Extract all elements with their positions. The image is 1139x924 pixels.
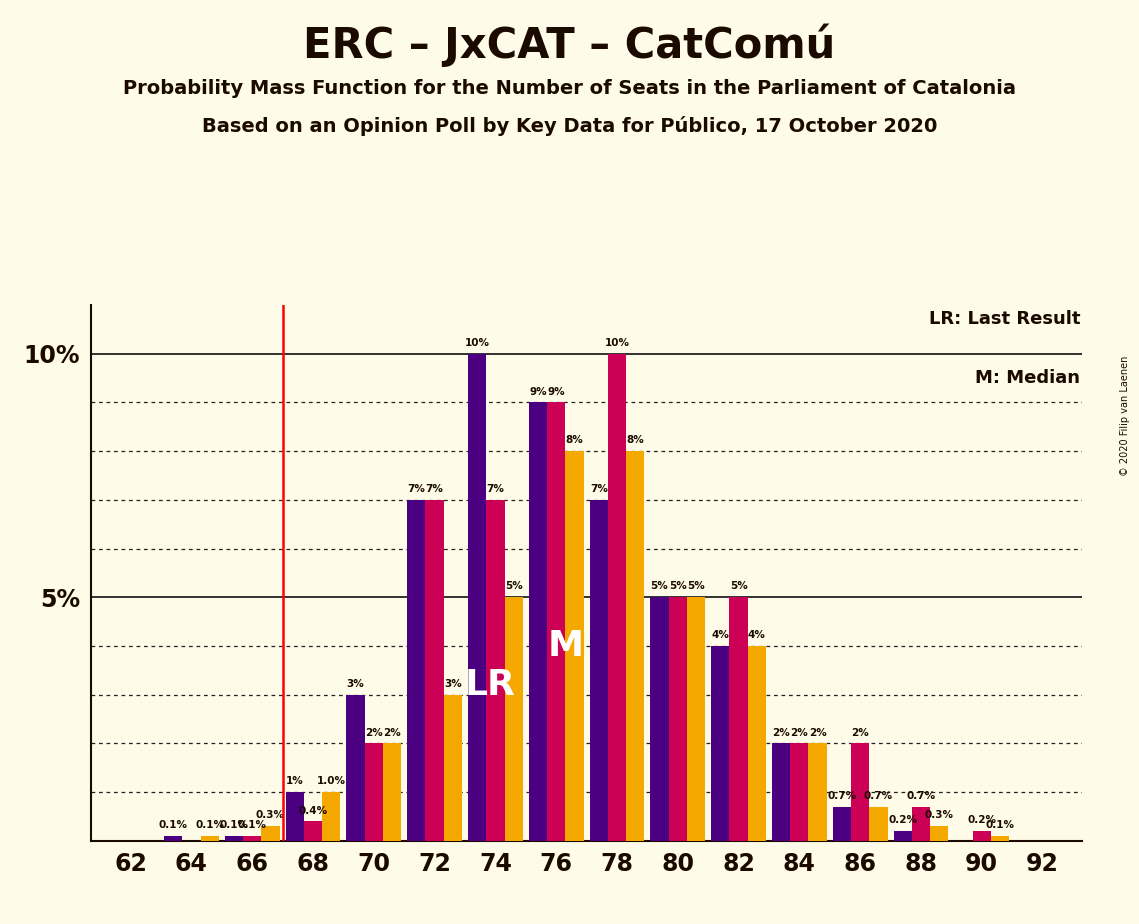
Text: 4%: 4%: [712, 630, 729, 640]
Bar: [565, 451, 583, 841]
Text: 2%: 2%: [790, 727, 809, 737]
Text: Probability Mass Function for the Number of Seats in the Parliament of Catalonia: Probability Mass Function for the Number…: [123, 79, 1016, 98]
Bar: [261, 826, 279, 841]
Text: 0.2%: 0.2%: [967, 815, 997, 825]
Bar: [626, 451, 645, 841]
Text: 3%: 3%: [346, 679, 364, 688]
Text: Based on an Opinion Poll by Key Data for Público, 17 October 2020: Based on an Opinion Poll by Key Data for…: [202, 116, 937, 136]
Bar: [809, 744, 827, 841]
Text: 5%: 5%: [650, 581, 669, 591]
Bar: [468, 354, 486, 841]
Text: 0.7%: 0.7%: [827, 791, 857, 801]
Text: 0.1%: 0.1%: [220, 821, 248, 830]
Bar: [505, 597, 523, 841]
Bar: [322, 792, 341, 841]
Text: 2%: 2%: [851, 727, 869, 737]
Bar: [286, 792, 304, 841]
Text: 0.4%: 0.4%: [298, 806, 328, 816]
Bar: [444, 695, 462, 841]
Bar: [590, 500, 608, 841]
Bar: [224, 836, 243, 841]
Bar: [851, 744, 869, 841]
Bar: [243, 836, 261, 841]
Bar: [200, 836, 219, 841]
Bar: [608, 354, 626, 841]
Text: 7%: 7%: [486, 484, 505, 494]
Bar: [894, 831, 912, 841]
Bar: [528, 402, 547, 841]
Text: 5%: 5%: [687, 581, 705, 591]
Text: 0.2%: 0.2%: [888, 815, 917, 825]
Bar: [973, 831, 991, 841]
Text: 7%: 7%: [590, 484, 608, 494]
Text: © 2020 Filip van Laenen: © 2020 Filip van Laenen: [1121, 356, 1130, 476]
Text: 1.0%: 1.0%: [317, 776, 346, 786]
Text: 5%: 5%: [669, 581, 687, 591]
Text: M: Median: M: Median: [975, 370, 1080, 387]
Bar: [729, 597, 747, 841]
Bar: [383, 744, 401, 841]
Bar: [687, 597, 705, 841]
Text: 7%: 7%: [426, 484, 443, 494]
Text: 0.1%: 0.1%: [238, 821, 267, 830]
Text: 0.1%: 0.1%: [985, 821, 1015, 830]
Bar: [650, 597, 669, 841]
Text: 8%: 8%: [626, 435, 644, 445]
Text: 3%: 3%: [444, 679, 461, 688]
Bar: [547, 402, 565, 841]
Text: 0.1%: 0.1%: [195, 821, 224, 830]
Bar: [408, 500, 426, 841]
Text: 5%: 5%: [505, 581, 523, 591]
Bar: [364, 744, 383, 841]
Bar: [833, 807, 851, 841]
Text: 0.3%: 0.3%: [925, 810, 953, 821]
Text: 0.7%: 0.7%: [907, 791, 935, 801]
Bar: [912, 807, 931, 841]
Text: 2%: 2%: [809, 727, 827, 737]
Text: 9%: 9%: [530, 386, 547, 396]
Text: 0.1%: 0.1%: [158, 821, 188, 830]
Text: 5%: 5%: [730, 581, 747, 591]
Bar: [790, 744, 809, 841]
Text: 4%: 4%: [748, 630, 765, 640]
Text: 0.3%: 0.3%: [256, 810, 285, 821]
Bar: [747, 646, 765, 841]
Text: 10%: 10%: [605, 338, 630, 347]
Text: 0.7%: 0.7%: [863, 791, 893, 801]
Text: 9%: 9%: [548, 386, 565, 396]
Text: LR: Last Result: LR: Last Result: [928, 310, 1080, 328]
Bar: [346, 695, 364, 841]
Text: 1%: 1%: [286, 776, 304, 786]
Text: 7%: 7%: [408, 484, 425, 494]
Text: LR: LR: [465, 668, 515, 702]
Bar: [486, 500, 505, 841]
Bar: [711, 646, 729, 841]
Bar: [869, 807, 887, 841]
Bar: [991, 836, 1009, 841]
Text: ERC – JxCAT – CatComú: ERC – JxCAT – CatComú: [303, 23, 836, 67]
Text: 2%: 2%: [364, 727, 383, 737]
Text: 2%: 2%: [383, 727, 401, 737]
Bar: [426, 500, 444, 841]
Text: M: M: [548, 629, 583, 663]
Text: 2%: 2%: [772, 727, 790, 737]
Text: 10%: 10%: [465, 338, 490, 347]
Bar: [931, 826, 949, 841]
Bar: [772, 744, 790, 841]
Bar: [669, 597, 687, 841]
Bar: [304, 821, 322, 841]
Text: 8%: 8%: [566, 435, 583, 445]
Bar: [164, 836, 182, 841]
